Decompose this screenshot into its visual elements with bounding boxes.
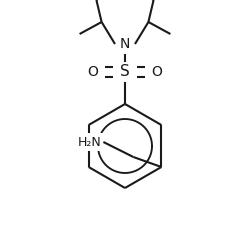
Text: H₂N: H₂N	[78, 135, 101, 148]
Text: N: N	[120, 37, 130, 51]
Text: S: S	[120, 64, 130, 80]
Text: O: O	[152, 65, 162, 79]
Text: O: O	[88, 65, 98, 79]
